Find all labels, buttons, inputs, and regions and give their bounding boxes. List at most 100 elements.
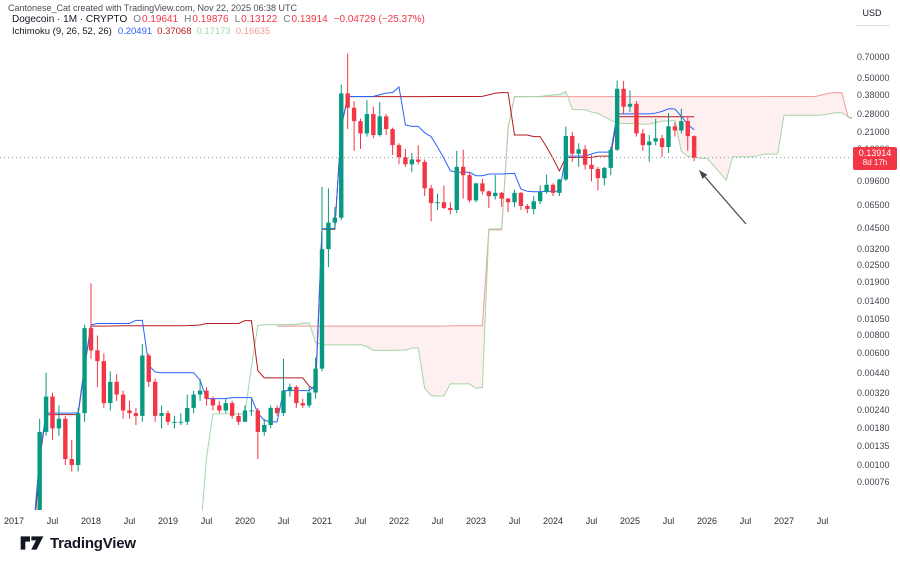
candle: [165, 410, 171, 426]
candle: [396, 143, 402, 165]
candle: [287, 383, 293, 397]
candle: [493, 175, 498, 200]
candle: [371, 106, 376, 139]
candle: [108, 371, 113, 411]
price-tick-label: 0.01900: [857, 276, 890, 287]
indicator-legend[interactable]: Ichimoku (9, 26, 52, 26) 0.20491 0.37068 0…: [12, 26, 275, 37]
candle: [43, 372, 49, 436]
price-scale-separator: [856, 25, 890, 26]
candle: [88, 283, 94, 359]
candle: [185, 394, 190, 426]
candle: [95, 335, 100, 387]
candle: [255, 407, 261, 460]
candle: [550, 183, 556, 197]
time-tick-year: 2027: [773, 516, 795, 526]
time-tick-month: Jul: [200, 516, 213, 526]
candle: [217, 400, 222, 414]
candle: [666, 112, 671, 153]
indicator-title: Ichimoku (9, 26, 52, 26): [12, 26, 112, 37]
candle: [557, 178, 562, 197]
candle: [505, 197, 511, 213]
candle: [416, 145, 421, 165]
candle: [178, 413, 184, 426]
time-tick-month: Jul: [46, 516, 59, 526]
price-tick-label: 0.03200: [857, 244, 890, 255]
candle: [435, 193, 440, 210]
symbol-legend[interactable]: Dogecoin · 1M · CRYPTO O 0.19641 H 0.19876…: [12, 14, 425, 25]
time-tick-month: Jul: [662, 516, 675, 526]
candle: [306, 386, 312, 408]
chart-canvas[interactable]: [0, 0, 852, 510]
candle: [602, 166, 607, 186]
time-tick-year: 2018: [80, 516, 102, 526]
tradingview-logo[interactable]: TradingView: [20, 534, 136, 552]
time-tick-month: Jul: [354, 516, 367, 526]
candle: [294, 385, 299, 408]
tradingview-logo-text: TradingView: [50, 534, 136, 552]
candle: [197, 378, 203, 401]
price-scale[interactable]: USD 0.70000 0.50000 0.38000 0.28000 0.21000 0…: [852, 0, 900, 536]
candle: [422, 159, 427, 197]
low-value: L 0.13122: [234, 14, 278, 25]
candle: [210, 396, 216, 411]
indicator-value: 0.37068: [157, 26, 192, 37]
candle: [480, 178, 485, 195]
price-tick-label: 0.28000: [857, 109, 890, 120]
candle: [454, 150, 459, 214]
indicator-value: 0.20491: [117, 26, 153, 37]
candle: [563, 126, 569, 181]
candle: [647, 135, 652, 162]
candle: [614, 80, 620, 151]
candle: [653, 118, 658, 146]
candle: [82, 324, 87, 422]
candle: [191, 390, 196, 414]
candle: [274, 405, 280, 416]
candle: [159, 405, 164, 429]
price-tick-label: 0.09600: [857, 175, 890, 186]
candle: [544, 174, 549, 194]
candle: [249, 398, 254, 416]
candle: [672, 122, 678, 137]
price-tick-label: 0.00180: [857, 423, 890, 434]
time-tick-year: 2024: [542, 516, 564, 526]
candle: [589, 155, 594, 182]
candle: [383, 114, 389, 136]
time-scale[interactable]: 2017 Jul 2018 Jul 2019 Jul 2020 Jul 2021 Jul 2022 J…: [0, 510, 852, 536]
tradingview-logo-icon: [20, 536, 44, 550]
annotation-arrow: [699, 170, 747, 225]
candle: [691, 135, 697, 162]
price-tick-label: 0.00240: [857, 405, 890, 416]
close-value: C 0.13914: [283, 14, 328, 25]
price-tick-label: 0.00800: [857, 330, 890, 341]
candle: [537, 185, 543, 205]
time-tick-month: Jul: [585, 516, 598, 526]
price-tick-label: 0.04500: [857, 222, 890, 233]
candle: [608, 147, 613, 176]
attribution-text: Cantonese_Cat created with TradingView.c…: [8, 3, 297, 13]
price-tick-label: 0.01050: [857, 313, 890, 324]
time-tick-year: 2026: [696, 516, 718, 526]
time-tick-year: 2023: [465, 516, 487, 526]
last-price-value: 0.13914: [858, 147, 892, 158]
candle: [133, 407, 139, 426]
candle: [377, 101, 382, 137]
candle: [229, 400, 235, 419]
candle: [223, 398, 228, 414]
time-tick-month: Jul: [508, 516, 521, 526]
price-tick-label: 0.21000: [857, 126, 890, 137]
time-tick-month: Jul: [277, 516, 290, 526]
candle: [345, 53, 350, 130]
candle: [576, 143, 581, 167]
price-tick-label: 0.01400: [857, 295, 890, 306]
candle: [120, 390, 126, 419]
candle: [351, 101, 357, 151]
candle: [499, 192, 504, 207]
candle: [319, 186, 325, 372]
currency-label: USD: [862, 8, 882, 18]
time-tick-year: 2020: [234, 516, 256, 526]
candle: [512, 189, 517, 207]
candle: [640, 129, 646, 151]
symbol-title: Dogecoin · 1M · CRYPTO: [12, 14, 128, 25]
candle: [236, 413, 241, 426]
